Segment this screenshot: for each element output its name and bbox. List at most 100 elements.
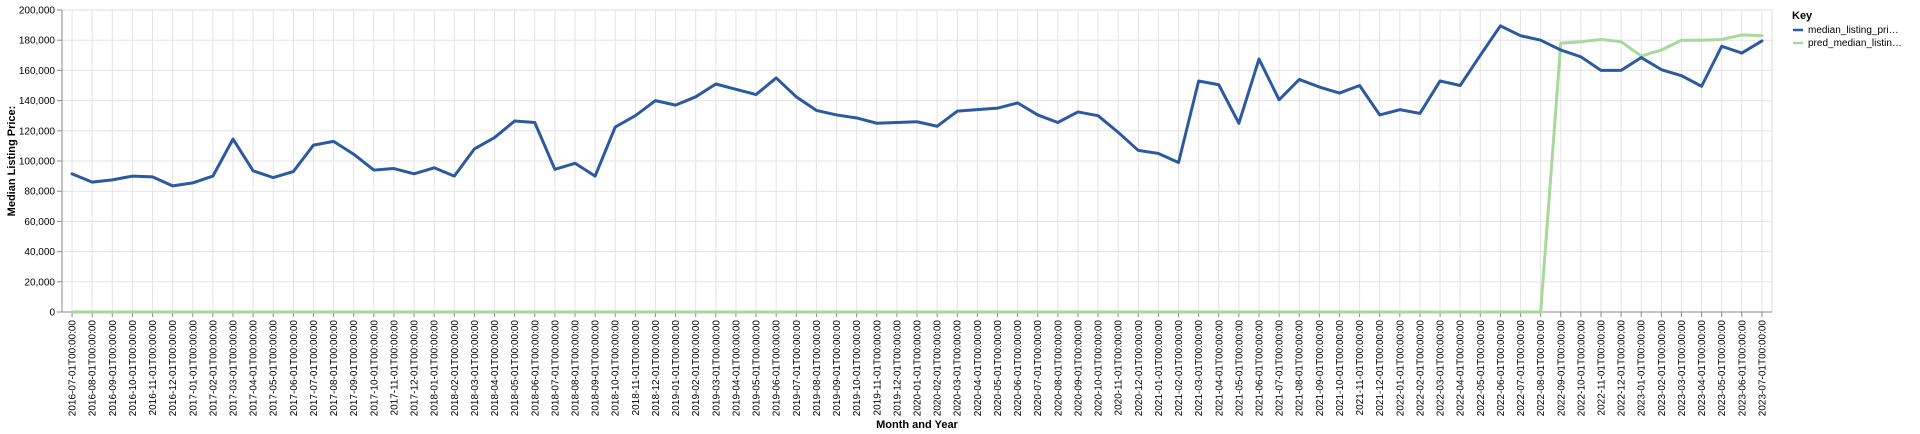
- y-axis-title: Median Listing Price:: [6, 106, 18, 217]
- x-tick-label: 2017-01-01T00:00:00: [188, 320, 199, 417]
- x-tick-label: 2022-08-01T00:00:00: [1536, 320, 1547, 417]
- x-tick-label: 2020-05-01T00:00:00: [993, 320, 1004, 417]
- series-lines: [70, 24, 1764, 314]
- gridlines: [62, 9, 1772, 313]
- x-tick-label: 2020-02-01T00:00:00: [933, 320, 944, 417]
- x-tick-label: 2017-02-01T00:00:00: [208, 320, 219, 417]
- x-tick-label: 2019-05-01T00:00:00: [752, 320, 763, 417]
- x-tick-label: 2018-05-01T00:00:00: [510, 320, 521, 417]
- x-tick-label: 2018-11-01T00:00:00: [631, 320, 642, 416]
- x-tick-label: 2020-06-01T00:00:00: [1013, 320, 1024, 417]
- x-tick-label: 2019-04-01T00:00:00: [731, 320, 742, 417]
- x-tick-label: 2017-09-01T00:00:00: [349, 320, 360, 417]
- x-tick-label: 2023-03-01T00:00:00: [1677, 320, 1688, 417]
- x-tick-label: 2022-04-01T00:00:00: [1456, 320, 1467, 417]
- x-axis-title: Month and Year: [876, 419, 958, 431]
- x-tick-label: 2021-11-01T00:00:00: [1355, 320, 1366, 416]
- x-tick-label: 2017-12-01T00:00:00: [410, 320, 421, 417]
- x-tick-label: 2021-07-01T00:00:00: [1275, 320, 1286, 417]
- x-tick-label: 2022-03-01T00:00:00: [1436, 320, 1447, 417]
- x-tick-label: 2022-12-01T00:00:00: [1617, 320, 1628, 417]
- x-tick-label: 2019-11-01T00:00:00: [872, 320, 883, 416]
- x-tick-label: 2017-06-01T00:00:00: [289, 320, 300, 417]
- x-tick-label: 2019-08-01T00:00:00: [812, 320, 823, 417]
- x-tick-label: 2021-03-01T00:00:00: [1194, 320, 1205, 417]
- x-tick-label: 2022-02-01T00:00:00: [1415, 320, 1426, 417]
- x-tick-label: 2017-04-01T00:00:00: [249, 320, 260, 417]
- x-tick-label: 2022-01-01T00:00:00: [1395, 320, 1406, 417]
- x-tick-label: 2017-11-01T00:00:00: [389, 320, 400, 416]
- x-tick-label: 2018-07-01T00:00:00: [550, 320, 561, 417]
- x-tick-label: 2021-04-01T00:00:00: [1214, 320, 1225, 417]
- x-tick-label: 2021-10-01T00:00:00: [1335, 320, 1346, 417]
- y-tick-label: 20,000: [24, 277, 55, 288]
- x-tick-label: 2023-02-01T00:00:00: [1657, 320, 1668, 417]
- x-tick-label: 2018-04-01T00:00:00: [490, 320, 501, 417]
- x-tick-label: 2020-12-01T00:00:00: [1134, 320, 1145, 417]
- x-tick-label: 2018-06-01T00:00:00: [530, 320, 541, 417]
- y-tick-label: 160,000: [19, 66, 56, 77]
- x-tick-label: 2017-10-01T00:00:00: [369, 320, 380, 417]
- x-tick-label: 2016-11-01T00:00:00: [148, 320, 159, 416]
- x-axis-ticks: 2016-07-01T00:00:00 2016-08-01T00:00:00 20…: [68, 312, 1768, 417]
- x-tick-label: 2020-07-01T00:00:00: [1033, 320, 1044, 417]
- x-tick-label: 2018-10-01T00:00:00: [611, 320, 622, 417]
- series-line: [70, 24, 1764, 188]
- x-tick-label: 2021-05-01T00:00:00: [1234, 320, 1245, 417]
- x-tick-label: 2021-06-01T00:00:00: [1255, 320, 1266, 417]
- x-tick-label: 2019-02-01T00:00:00: [691, 320, 702, 417]
- x-tick-label: 2018-03-01T00:00:00: [470, 320, 481, 417]
- x-tick-label: 2020-11-01T00:00:00: [1114, 320, 1125, 416]
- x-tick-label: 2021-02-01T00:00:00: [1174, 320, 1185, 417]
- y-tick-label: 180,000: [19, 36, 56, 47]
- legend-label: median_listing_pri…: [1808, 25, 1899, 36]
- x-tick-label: 2023-04-01T00:00:00: [1697, 320, 1708, 417]
- x-tick-label: 2019-12-01T00:00:00: [892, 320, 903, 417]
- x-tick-label: 2018-02-01T00:00:00: [450, 320, 461, 417]
- x-tick-label: 2020-08-01T00:00:00: [1053, 320, 1064, 417]
- y-tick-label: 40,000: [24, 247, 55, 258]
- x-tick-label: 2019-06-01T00:00:00: [772, 320, 783, 417]
- x-tick-label: 2021-12-01T00:00:00: [1375, 320, 1386, 417]
- x-tick-label: 2021-01-01T00:00:00: [1154, 320, 1165, 417]
- x-tick-label: 2021-09-01T00:00:00: [1315, 320, 1326, 417]
- x-tick-label: 2022-10-01T00:00:00: [1576, 320, 1587, 417]
- x-tick-label: 2020-03-01T00:00:00: [953, 320, 964, 417]
- y-tick-label: 80,000: [24, 187, 55, 198]
- y-tick-label: 60,000: [24, 217, 55, 228]
- x-tick-label: 2021-08-01T00:00:00: [1295, 320, 1306, 417]
- y-tick-label: 0: [49, 308, 55, 319]
- x-tick-label: 2017-07-01T00:00:00: [309, 320, 320, 417]
- x-tick-label: 2020-09-01T00:00:00: [1073, 320, 1084, 417]
- legend-title: Key: [1792, 10, 1813, 22]
- x-tick-label: 2019-10-01T00:00:00: [852, 320, 863, 417]
- y-tick-label: 140,000: [19, 96, 56, 107]
- x-tick-label: 2016-10-01T00:00:00: [128, 320, 139, 417]
- x-tick-label: 2016-07-01T00:00:00: [68, 320, 79, 417]
- x-tick-label: 2020-04-01T00:00:00: [973, 320, 984, 417]
- x-tick-label: 2019-07-01T00:00:00: [792, 320, 803, 417]
- x-tick-label: 2017-03-01T00:00:00: [229, 320, 240, 417]
- x-tick-label: 2017-08-01T00:00:00: [329, 320, 340, 417]
- y-tick-label: 100,000: [19, 157, 56, 168]
- x-tick-label: 2018-12-01T00:00:00: [651, 320, 662, 417]
- legend-label: pred_median_listin…: [1808, 38, 1902, 49]
- x-tick-label: 2022-05-01T00:00:00: [1476, 320, 1487, 417]
- x-tick-label: 2022-09-01T00:00:00: [1556, 320, 1567, 417]
- x-tick-label: 2018-08-01T00:00:00: [571, 320, 582, 417]
- x-tick-label: 2019-01-01T00:00:00: [671, 320, 682, 417]
- x-tick-label: 2023-01-01T00:00:00: [1637, 320, 1648, 417]
- x-tick-label: 2022-07-01T00:00:00: [1516, 320, 1527, 417]
- x-tick-label: 2020-01-01T00:00:00: [913, 320, 924, 417]
- x-tick-label: 2019-09-01T00:00:00: [832, 320, 843, 417]
- series-line: [70, 33, 1764, 314]
- x-tick-label: 2018-09-01T00:00:00: [591, 320, 602, 417]
- x-tick-label: 2022-06-01T00:00:00: [1496, 320, 1507, 417]
- x-tick-label: 2020-10-01T00:00:00: [1094, 320, 1105, 417]
- x-tick-label: 2016-09-01T00:00:00: [108, 320, 119, 417]
- x-tick-label: 2019-03-01T00:00:00: [711, 320, 722, 417]
- legend: Key median_listing_pri… pred_median_listi…: [1792, 10, 1902, 49]
- x-tick-label: 2023-05-01T00:00:00: [1717, 320, 1728, 417]
- x-tick-label: 2022-11-01T00:00:00: [1597, 320, 1608, 416]
